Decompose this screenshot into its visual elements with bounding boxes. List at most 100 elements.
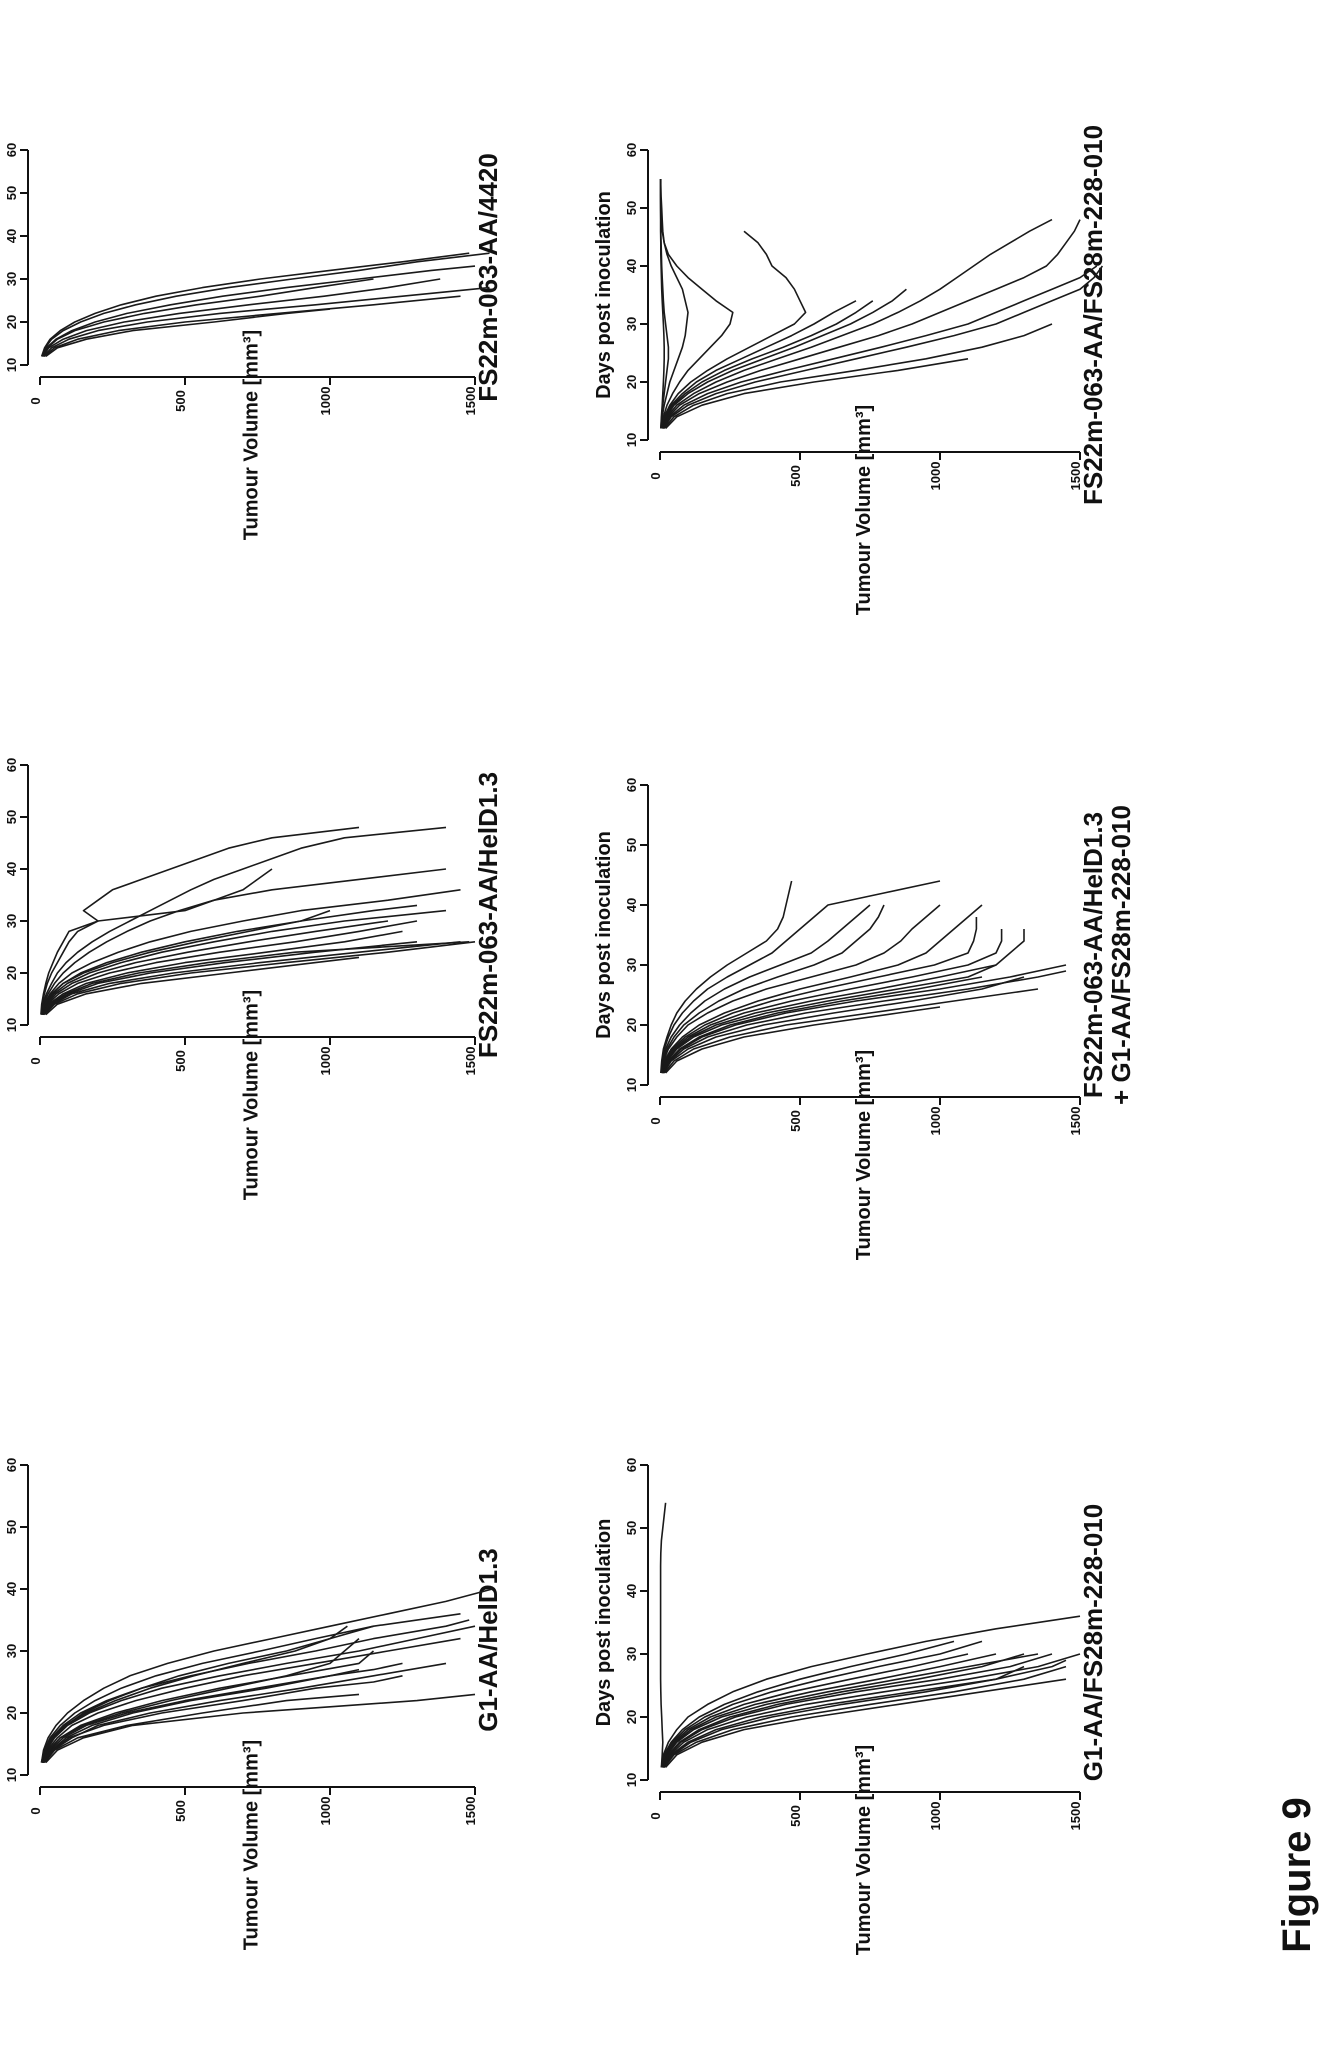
series-line [40, 1625, 374, 1763]
x-tick-label: 40 [624, 1584, 639, 1598]
series-line [40, 252, 490, 357]
series-line [663, 988, 1039, 1074]
series-line [659, 179, 689, 429]
series-line [662, 1653, 1025, 1768]
series-line [41, 265, 476, 357]
x-tick-label: 50 [624, 838, 639, 852]
x-tick-label: 30 [4, 272, 19, 286]
y-tick-label: 500 [788, 1110, 803, 1132]
x-tick-label: 60 [4, 758, 19, 772]
series-line [40, 1625, 348, 1763]
y-axis-label: Tumour Volume [mm³] [853, 1050, 875, 1260]
series-line [661, 1653, 969, 1768]
series-line [660, 230, 807, 429]
series-line [42, 941, 461, 1016]
series-line [665, 1006, 941, 1074]
y-tick-label: 500 [788, 1805, 803, 1827]
series-line [662, 976, 983, 1074]
series-line [661, 1653, 997, 1768]
series-line [40, 826, 447, 1015]
series-line [40, 868, 447, 1015]
series-line [43, 1693, 360, 1764]
x-tick-label: 50 [624, 1521, 639, 1535]
series-line [665, 1678, 1067, 1768]
series-line [43, 941, 476, 1016]
x-tick-label: 60 [4, 1458, 19, 1472]
x-tick-label: 10 [624, 1078, 639, 1092]
y-tick-label: 500 [173, 1050, 188, 1072]
series-line [661, 1653, 1039, 1768]
series-line [659, 1502, 667, 1768]
series-line [660, 880, 793, 1074]
y-tick-label: 0 [28, 397, 43, 404]
series-line [660, 917, 978, 1074]
y-tick-label: 1500 [1068, 1107, 1083, 1136]
series-line [41, 1637, 461, 1763]
y-tick-label: 1000 [928, 1107, 943, 1136]
series-line [660, 1640, 983, 1768]
series-line [662, 1659, 1067, 1768]
series-line [41, 920, 418, 1015]
x-tick-label: 60 [4, 143, 19, 157]
x-tick-label: 30 [624, 958, 639, 972]
x-axis-label: Days post inoculation [593, 191, 615, 399]
series-line [662, 265, 1104, 429]
series-line [43, 1662, 447, 1764]
series-line [660, 300, 857, 429]
x-tick-label: 30 [624, 1647, 639, 1661]
series-line [662, 265, 1098, 429]
series-line [40, 868, 273, 1015]
y-axis-label: Tumour Volume [mm³] [241, 990, 263, 1200]
y-tick-label: 1000 [318, 1047, 333, 1076]
x-axis-label: Days post inoculation [593, 1519, 615, 1727]
series-line [45, 1693, 476, 1764]
series-line [40, 1588, 493, 1763]
x-tick-label: 30 [4, 914, 19, 928]
series-line [42, 941, 470, 1016]
series-line [42, 941, 418, 1016]
series-line [660, 929, 1003, 1074]
chart-title: G1-AA/FS28m-228-010 [1078, 1504, 1108, 1781]
y-tick-label: 1000 [928, 462, 943, 491]
x-tick-label: 10 [624, 433, 639, 447]
x-tick-label: 20 [624, 375, 639, 389]
y-tick-label: 0 [28, 1057, 43, 1064]
series-line [42, 278, 441, 357]
series-line [660, 904, 983, 1074]
x-tick-label: 60 [624, 1458, 639, 1472]
series-line [662, 970, 1067, 1074]
series-line [45, 956, 360, 1016]
x-tick-label: 10 [4, 1018, 19, 1032]
x-tick-label: 50 [4, 1520, 19, 1534]
series-line [40, 889, 461, 1015]
x-tick-label: 20 [4, 315, 19, 329]
series-line [660, 1615, 1081, 1768]
series-line [661, 964, 997, 1074]
chart-title: FS22m-063-AA/HelD1.3 [473, 772, 503, 1058]
series-line [660, 300, 874, 429]
x-tick-label: 40 [624, 259, 639, 273]
x-tick-label: 20 [624, 1710, 639, 1724]
y-axis-label: Tumour Volume [mm³] [241, 330, 263, 540]
x-tick-label: 50 [4, 186, 19, 200]
y-tick-label: 0 [648, 472, 663, 479]
y-axis-label: Tumour Volume [mm³] [853, 405, 875, 615]
y-tick-label: 500 [788, 465, 803, 487]
x-tick-label: 10 [4, 1768, 19, 1782]
chart-title: FS22m-063-AA/4420 [473, 153, 503, 402]
y-tick-label: 1500 [1068, 1802, 1083, 1831]
series-line [40, 1613, 461, 1763]
x-tick-label: 60 [624, 143, 639, 157]
x-tick-label: 10 [4, 358, 19, 372]
x-tick-label: 60 [624, 778, 639, 792]
x-tick-label: 30 [624, 317, 639, 331]
series-line [40, 252, 470, 357]
x-tick-label: 40 [4, 229, 19, 243]
y-tick-label: 500 [173, 1800, 188, 1822]
x-tick-label: 10 [624, 1773, 639, 1787]
